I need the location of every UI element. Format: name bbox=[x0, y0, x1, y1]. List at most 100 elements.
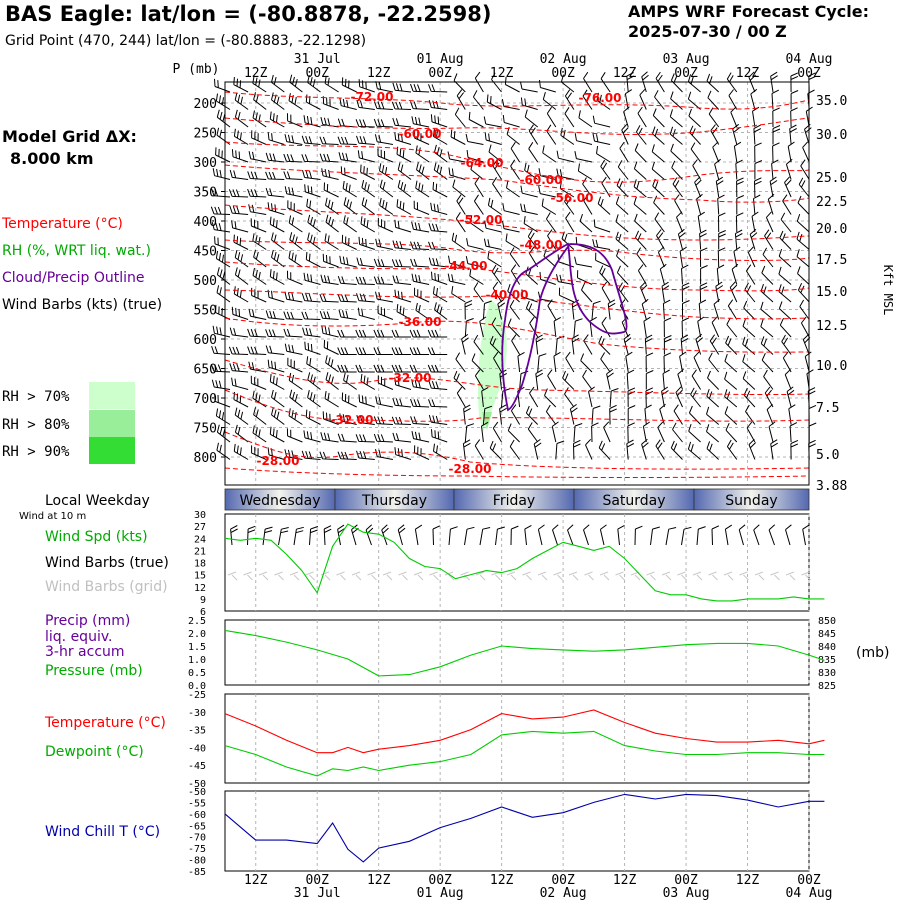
time-tick-label-top: 00Z bbox=[428, 66, 452, 81]
wind-barb bbox=[593, 219, 611, 233]
wind-barb bbox=[301, 311, 321, 320]
wind-barb bbox=[790, 439, 799, 460]
wind-barb bbox=[626, 369, 635, 390]
wind-barb bbox=[428, 223, 448, 233]
wind-barb bbox=[788, 404, 796, 425]
wind-barb bbox=[464, 299, 473, 320]
wind-barb bbox=[539, 79, 556, 93]
wind-barb bbox=[573, 439, 581, 460]
wind-barb bbox=[493, 351, 502, 373]
pressure-tick-label: 500 bbox=[194, 274, 217, 289]
wind-barb bbox=[456, 194, 466, 215]
wind-barb bbox=[577, 163, 593, 180]
wind-barb bbox=[502, 114, 520, 128]
wind-barb-grid bbox=[553, 571, 563, 581]
wind-barb bbox=[556, 274, 574, 285]
wind-barb bbox=[641, 438, 649, 460]
wind-barb bbox=[356, 135, 375, 145]
temperature-contour bbox=[224, 359, 810, 396]
wind-barb bbox=[517, 351, 525, 373]
wind-barb bbox=[662, 299, 671, 320]
wind-barb bbox=[673, 404, 683, 425]
wind-barb bbox=[358, 394, 375, 408]
wind-barb bbox=[289, 74, 303, 93]
wind-barb bbox=[339, 413, 357, 425]
date-label-top: 03 Aug bbox=[663, 52, 710, 67]
temperature-contours bbox=[224, 91, 810, 478]
wind-barb bbox=[769, 176, 778, 198]
wind-barb bbox=[787, 141, 795, 163]
wind-barb bbox=[463, 404, 471, 425]
wind-barb bbox=[681, 526, 692, 546]
wind-barb bbox=[539, 271, 556, 285]
wind-barb bbox=[411, 431, 430, 443]
wind-barb bbox=[455, 352, 466, 373]
wind-barb bbox=[747, 246, 756, 268]
wind-barb bbox=[609, 404, 617, 425]
wind-barb bbox=[634, 143, 647, 163]
wind-barb bbox=[504, 76, 520, 93]
wind-barb bbox=[215, 93, 231, 110]
wind-barb bbox=[675, 386, 683, 408]
wind-barb bbox=[391, 259, 412, 268]
wind-barb bbox=[489, 440, 502, 460]
wind-barb bbox=[696, 193, 703, 215]
wind-barb bbox=[582, 369, 593, 390]
wind-barb bbox=[710, 124, 720, 145]
wind-barb bbox=[730, 106, 738, 128]
wind-barb bbox=[381, 524, 389, 546]
wind-barb bbox=[527, 422, 539, 443]
wind-barb bbox=[377, 148, 394, 163]
wind-barb bbox=[529, 386, 539, 408]
forecast-cycle-value: 2025-07-30 / 00 Z bbox=[628, 22, 787, 41]
precip-tick-label: 0.5 bbox=[188, 668, 206, 679]
wind-barb-grid bbox=[382, 571, 393, 581]
wind-speed-tick-label: 30 bbox=[194, 510, 206, 521]
wind-barb bbox=[750, 88, 758, 110]
wind-barb bbox=[265, 345, 285, 355]
wind-barb bbox=[619, 141, 629, 163]
wind-barb bbox=[431, 271, 448, 285]
wind-barb bbox=[528, 124, 539, 145]
wind-barb bbox=[748, 438, 757, 460]
wind-barb bbox=[287, 113, 303, 128]
pressure-tick-label: 300 bbox=[194, 156, 217, 171]
weekday-label: Wednesday bbox=[239, 493, 320, 509]
wind-barb bbox=[392, 275, 412, 285]
wind-barb bbox=[796, 213, 810, 233]
wind-barb bbox=[306, 198, 321, 215]
wind-barb bbox=[307, 214, 321, 233]
wind-barb bbox=[547, 299, 557, 320]
height-tick-label: 10.0 bbox=[816, 359, 847, 374]
wind-barb bbox=[452, 179, 466, 198]
wind-barb bbox=[790, 90, 799, 110]
wind-barb bbox=[641, 71, 649, 93]
wind-barb bbox=[341, 234, 357, 250]
wind-barb bbox=[688, 423, 701, 443]
wind-barb bbox=[644, 404, 652, 425]
wind-barb bbox=[391, 347, 411, 355]
wind-barb bbox=[663, 352, 672, 373]
wind-barb-grid bbox=[274, 571, 284, 581]
wind-barb-grid bbox=[429, 571, 439, 581]
wind-barb bbox=[760, 336, 774, 355]
wind-barb bbox=[212, 168, 231, 180]
wind-barb bbox=[601, 316, 611, 338]
height-tick-label: 22.5 bbox=[816, 195, 847, 210]
wind-barb bbox=[552, 524, 559, 546]
cloud-outline bbox=[501, 242, 628, 412]
wind-barb bbox=[411, 116, 430, 128]
wind-barb bbox=[708, 107, 720, 128]
wind-barb bbox=[415, 302, 430, 320]
dewpoint-series bbox=[224, 730, 825, 777]
weekday-panel-label: Local Weekday bbox=[45, 493, 150, 509]
wind-barb bbox=[717, 247, 726, 268]
wind-barb bbox=[598, 440, 611, 460]
wind-barb bbox=[726, 317, 738, 338]
wind-speed-tick-label: 27 bbox=[194, 522, 206, 533]
wind-barb bbox=[288, 250, 303, 268]
time-tick-label-bottom: 12Z bbox=[490, 873, 514, 888]
wind-barb bbox=[627, 387, 636, 408]
wind-barb bbox=[396, 199, 412, 215]
wind-barb bbox=[724, 389, 738, 408]
